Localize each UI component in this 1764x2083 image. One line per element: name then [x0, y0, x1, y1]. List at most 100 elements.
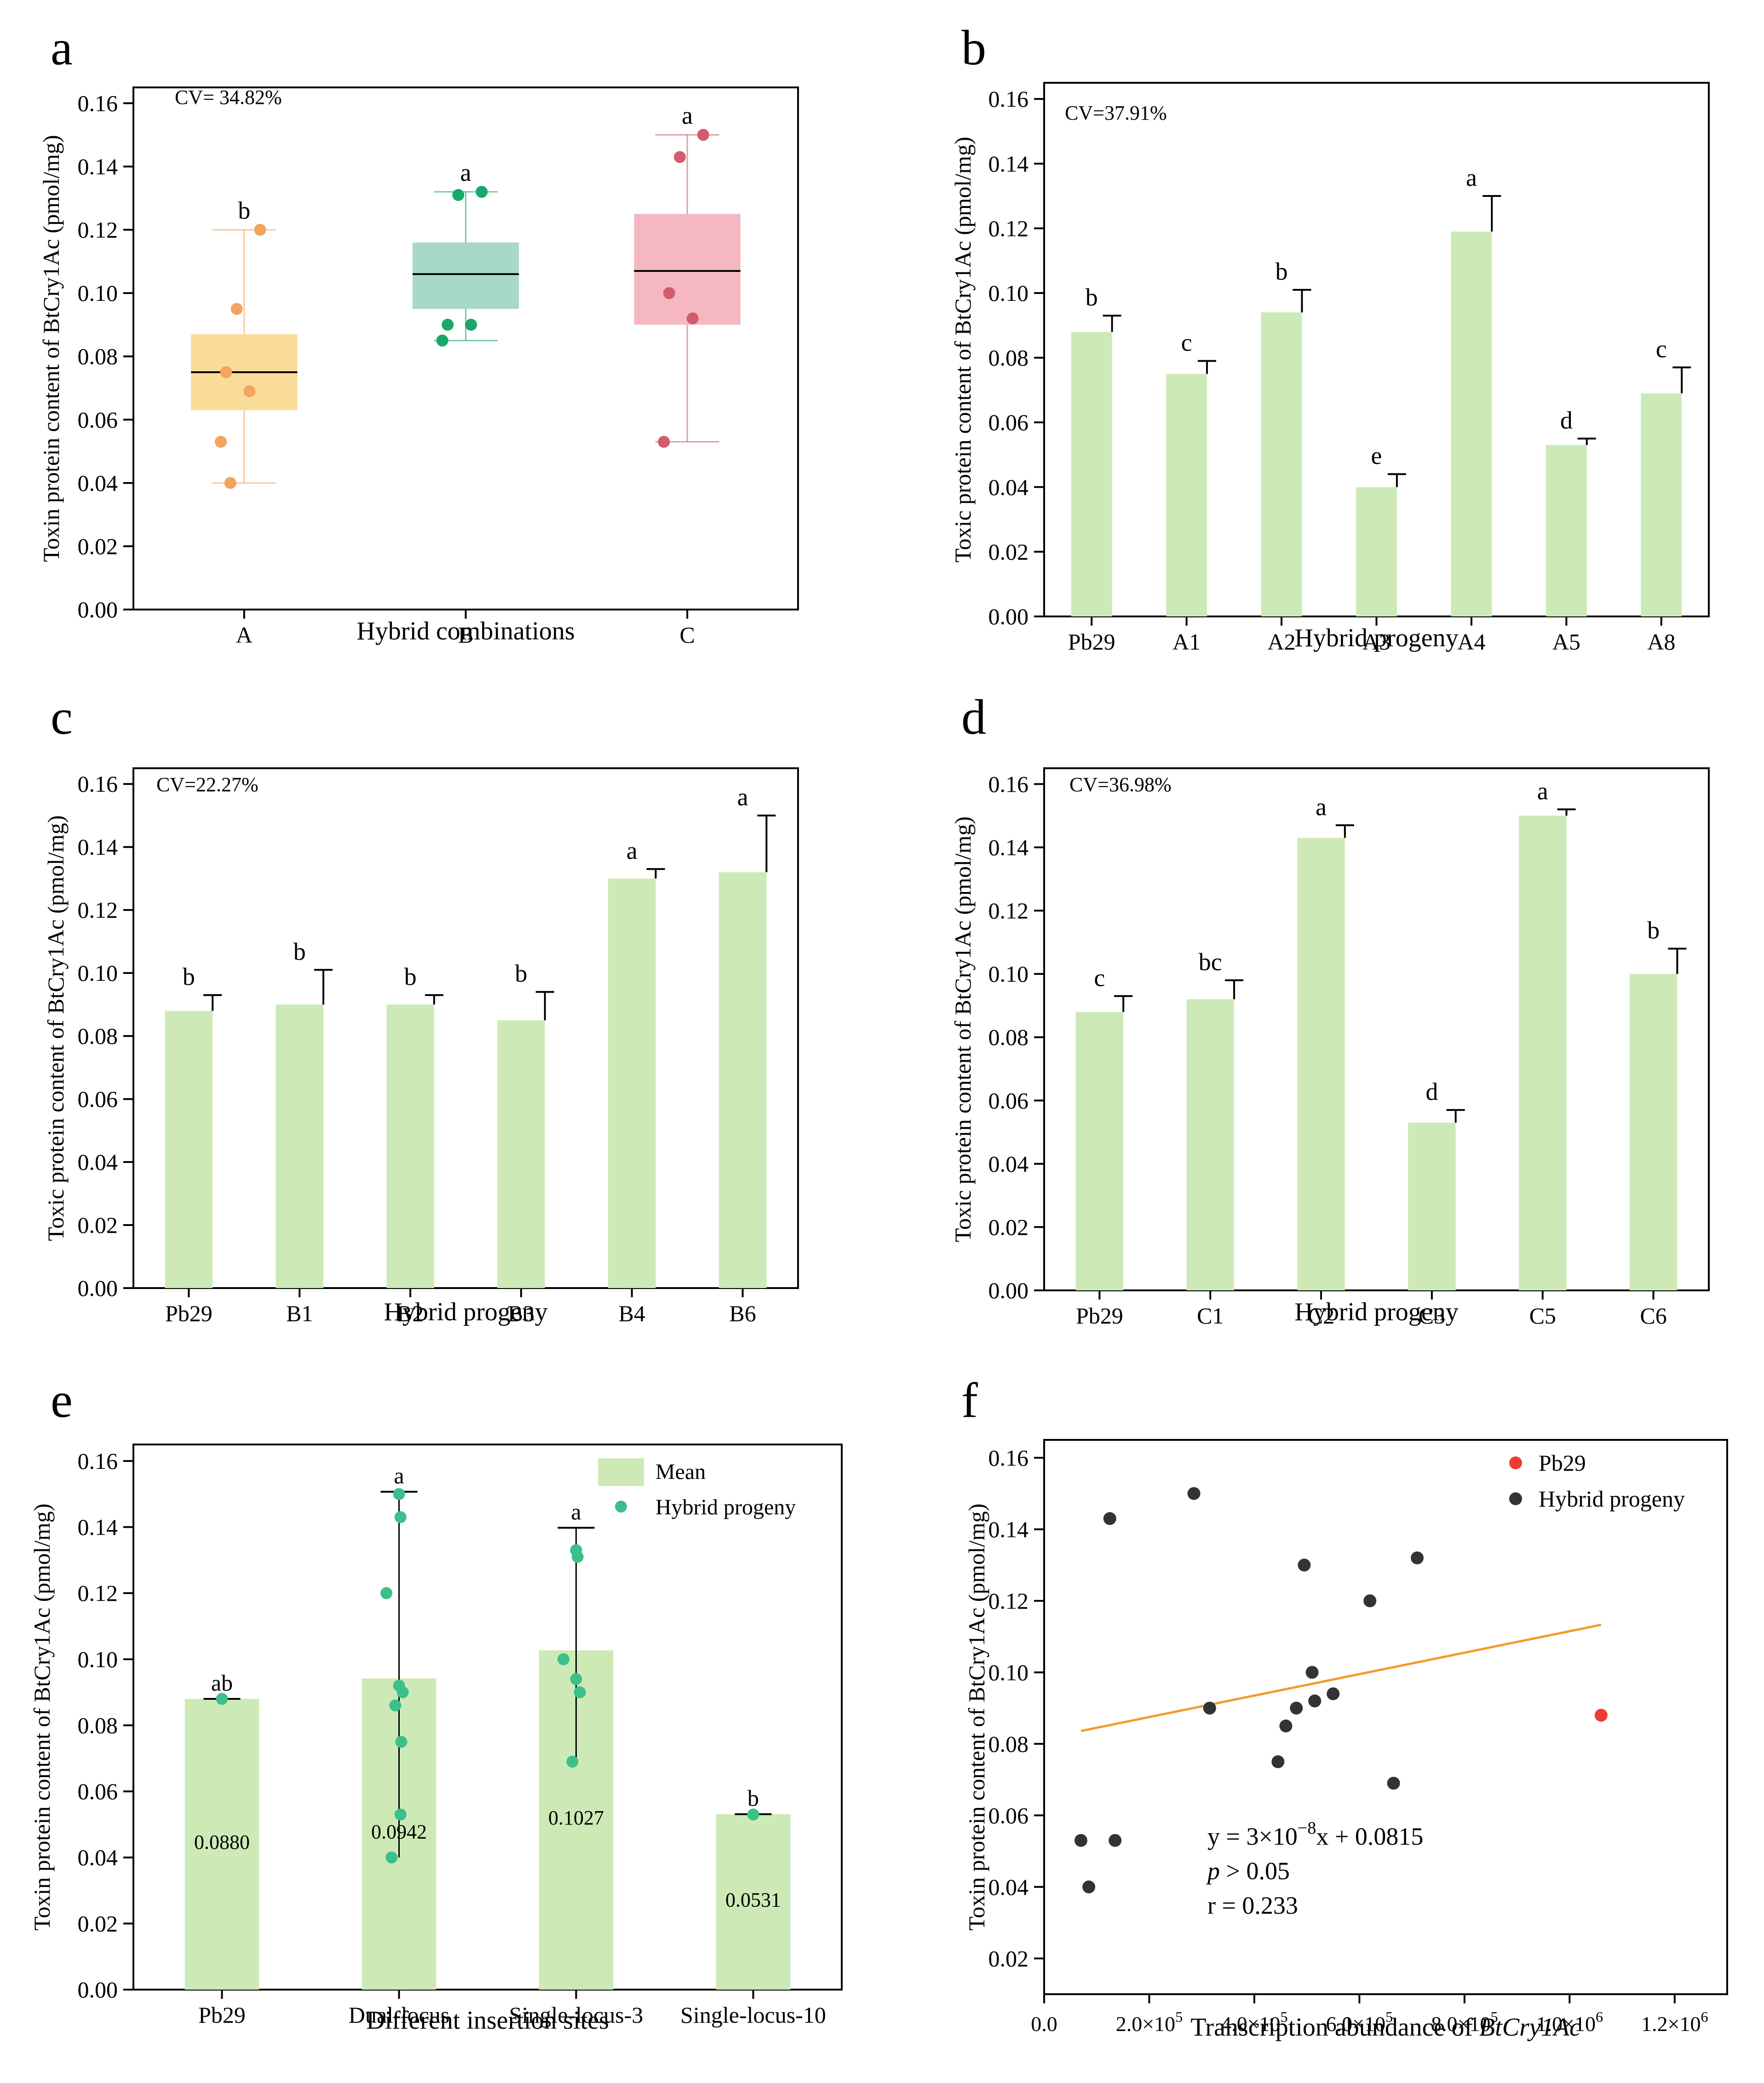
- scatter-point-hybrid: [1363, 1594, 1377, 1607]
- significance-letter: ab: [211, 1670, 233, 1696]
- x-tick-label-a: B: [458, 622, 473, 648]
- scatter-point-hybrid: [1279, 1719, 1293, 1732]
- x-tick-label-e: Single-locus-3: [509, 2002, 644, 2028]
- y-tick-label-e: 0.08: [78, 1712, 118, 1738]
- significance-letter: a: [460, 159, 471, 186]
- equation-suffix: x + 0.0815: [1316, 1823, 1423, 1850]
- mean-value-label: 0.1027: [548, 1807, 604, 1829]
- x-axis-label-b: Hybrid progeny: [1294, 624, 1458, 652]
- y-tick-label-c: 0.14: [78, 834, 118, 860]
- legend-marker-0: [1509, 1456, 1522, 1469]
- scatter-point-hybrid: [1109, 1834, 1122, 1847]
- legend-marker-1: [1509, 1492, 1522, 1505]
- plot-frame-c: [132, 767, 799, 1289]
- p-symbol: p: [1206, 1857, 1220, 1885]
- y-tick-label-b: 0.08: [988, 345, 1029, 371]
- y-tick-label-f: 0.14: [988, 1516, 1029, 1542]
- data-point: [393, 1488, 405, 1500]
- bar-A1: [1166, 374, 1207, 616]
- mean-value-label: 0.0531: [725, 1888, 781, 1911]
- y-tick-label-d: 0.08: [988, 1024, 1029, 1050]
- significance-letter: b: [515, 960, 527, 987]
- bar-A8: [1641, 393, 1682, 616]
- y-tick-label-d: 0.06: [988, 1088, 1029, 1113]
- scatter-point-hybrid: [1411, 1551, 1424, 1565]
- data-point: [380, 1587, 393, 1600]
- x-axis-label-gene: BtCry1Ac: [1479, 2013, 1581, 2042]
- y-tick-label-c: 0.04: [78, 1149, 118, 1175]
- y-tick-label-f: 0.08: [988, 1731, 1029, 1757]
- data-point: [571, 1551, 584, 1563]
- y-tick-label-d: 0.00: [988, 1277, 1029, 1303]
- y-tick-label-f: 0.02: [988, 1945, 1029, 1971]
- x-tick-label-c: B2: [397, 1300, 424, 1326]
- significance-letter: b: [747, 1785, 759, 1811]
- x-tick-label-e: Pb29: [198, 2002, 246, 2028]
- x-tick-label-c: B3: [508, 1300, 534, 1326]
- bar-Pb29: [1071, 332, 1112, 616]
- significance-letter: c: [1094, 964, 1105, 991]
- y-tick-label-d: 0.04: [988, 1151, 1029, 1177]
- plot-frame-f: [1043, 1439, 1728, 1995]
- y-tick-label-f: 0.10: [988, 1659, 1029, 1685]
- significance-letter: a: [1537, 777, 1548, 805]
- significance-letter: a: [1466, 164, 1477, 191]
- box-C: [634, 214, 741, 325]
- y-tick-label-c: 0.16: [78, 771, 118, 797]
- legend-label-0: Pb29: [1539, 1450, 1586, 1476]
- data-point: [574, 1686, 586, 1698]
- x-axis-label-c: Hybrid progeny: [384, 1298, 547, 1326]
- box-data-point: [452, 189, 465, 201]
- x-tick-exponent: 5: [1175, 2008, 1183, 2025]
- panel-b: b 0.00 0.02 0.04 0.06 0.08 0.10 0.12 0.14 0.16 To…: [950, 21, 1710, 655]
- data-point: [557, 1653, 570, 1665]
- box-data-point: [436, 334, 448, 347]
- bar-Pb29: [1075, 1012, 1124, 1290]
- y-tick-label-c: 0.02: [78, 1212, 118, 1238]
- scatter-point-pb29: [1594, 1709, 1608, 1722]
- y-tick-label-c: 0.06: [78, 1086, 118, 1112]
- x-tick-label-d: C5: [1529, 1303, 1556, 1329]
- significance-letter: a: [737, 783, 748, 811]
- y-axis-label-d: Toxic protein content of BtCry1Ac (pmol/…: [950, 817, 976, 1243]
- y-tick-label-b: 0.04: [988, 474, 1029, 500]
- box-data-point: [230, 303, 243, 315]
- y-tick-label-f: 0.04: [988, 1874, 1029, 1900]
- y-tick-label-e: 0.16: [78, 1448, 118, 1474]
- y-tick-label-e: 0.06: [78, 1778, 118, 1804]
- data-point: [566, 1755, 579, 1768]
- x-tick-exponent: 6: [1701, 2008, 1708, 2025]
- x-axis-label-d: Hybrid progeny: [1294, 1298, 1458, 1326]
- bar-C2: [1297, 838, 1345, 1290]
- data-point: [394, 1511, 407, 1523]
- x-tick-label-d: C3: [1419, 1303, 1445, 1329]
- y-tick-label-a: 0.08: [78, 344, 118, 369]
- cv-label-d: CV=36.98%: [1069, 773, 1172, 796]
- significance-letter: a: [682, 102, 693, 129]
- x-axis-label-a: Hybrid combinations: [356, 617, 575, 645]
- significance-letter: b: [183, 963, 195, 990]
- x-tick-label-f: 1.2×106: [1641, 2008, 1708, 2036]
- plot-frame-d: [1043, 767, 1710, 1291]
- significance-letter: e: [1371, 442, 1382, 470]
- y-tick-label-b: 0.16: [988, 86, 1029, 112]
- bar-C5: [1518, 816, 1567, 1290]
- box-data-point: [673, 151, 686, 163]
- x-tick-label-f: 6.0×105: [1326, 2008, 1393, 2036]
- y-tick-label-a: 0.16: [78, 90, 118, 116]
- r-value-label: r = 0.233: [1207, 1892, 1298, 1919]
- x-tick-label-b: A4: [1457, 629, 1485, 655]
- p-value-text: > 0.05: [1220, 1857, 1290, 1885]
- y-tick-label-d: 0.14: [988, 834, 1029, 860]
- y-tick-label-a: 0.02: [78, 533, 118, 559]
- panel-label-d: d: [961, 690, 986, 745]
- box-data-point: [243, 385, 256, 397]
- y-tick-label-f: 0.16: [988, 1445, 1029, 1471]
- x-tick-label-d: Pb29: [1076, 1303, 1123, 1329]
- bar-C3: [1408, 1122, 1456, 1290]
- bar-B2: [386, 1004, 434, 1288]
- y-tick-label-a: 0.10: [78, 280, 118, 306]
- significance-letter: c: [1181, 329, 1192, 357]
- y-tick-label-e: 0.00: [78, 1977, 118, 2002]
- y-tick-label-e: 0.10: [78, 1646, 118, 1672]
